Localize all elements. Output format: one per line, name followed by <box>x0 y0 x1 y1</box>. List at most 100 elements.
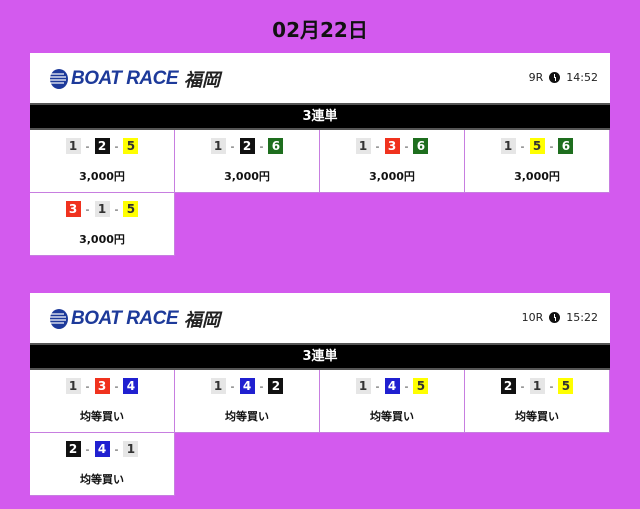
combination: 1-2-6 <box>175 138 319 154</box>
boat-number-5: 5 <box>123 138 139 154</box>
combination: 2-4-1 <box>30 441 174 457</box>
bet-cell: 1-2-6 3,000円 <box>175 130 320 193</box>
separator: - <box>85 379 90 393</box>
separator: - <box>230 139 235 153</box>
boatrace-emblem-icon <box>49 69 68 89</box>
boat-number-2: 2 <box>268 378 284 394</box>
boat-number-4: 4 <box>94 441 110 457</box>
separator: - <box>85 202 90 216</box>
bet-amount: 均等買い <box>80 410 124 423</box>
bet-amount: 3,000円 <box>79 233 125 246</box>
boat-number-4: 4 <box>384 378 400 394</box>
boat-number-2: 2 <box>65 441 81 457</box>
boat-number-1: 1 <box>500 138 516 154</box>
boat-number-1: 1 <box>355 138 371 154</box>
combination: 1-3-4 <box>30 378 174 394</box>
separator: - <box>259 139 264 153</box>
boat-number-6: 6 <box>268 138 284 154</box>
boat-number-5: 5 <box>558 378 574 394</box>
boatrace-logo: BOAT RACE 福岡 <box>48 306 220 332</box>
clock-icon <box>549 312 561 323</box>
combination: 1-3-6 <box>320 138 464 154</box>
bet-cell: 1-4-2 均等買い <box>175 370 320 433</box>
boatrace-logo: BOAT RACE 福岡 <box>48 66 220 92</box>
separator: - <box>520 139 525 153</box>
boat-number-1: 1 <box>355 378 371 394</box>
separator: - <box>375 139 380 153</box>
bet-amount: 3,000円 <box>224 170 270 183</box>
bet-amount: 均等買い <box>370 410 414 423</box>
boat-number-2: 2 <box>94 138 110 154</box>
boat-number-3: 3 <box>384 138 400 154</box>
card-header: BOAT RACE 福岡 10R 15:22 <box>30 293 610 343</box>
separator: - <box>520 379 525 393</box>
bet-cell: 1-4-5 均等買い <box>320 370 465 433</box>
boat-number-2: 2 <box>239 138 255 154</box>
combination: 1-4-2 <box>175 378 319 394</box>
boat-number-1: 1 <box>123 441 139 457</box>
bet-cell: 1-5-6 3,000円 <box>465 130 610 193</box>
clock-icon <box>549 72 561 83</box>
boat-number-5: 5 <box>529 138 545 154</box>
venue-name: 福岡 <box>184 70 221 91</box>
combination: 1-4-5 <box>320 378 464 394</box>
bet-amount: 均等買い <box>225 410 269 423</box>
boat-number-1: 1 <box>65 378 81 394</box>
bet-cell: 2-1-5 均等買い <box>465 370 610 433</box>
bet-grid: 1-2-5 3,000円 1-2-6 3,000円 1-3-6 3,000円 1-5-6 3,… <box>30 130 610 256</box>
bet-cell: 1-3-4 均等買い <box>30 370 175 433</box>
bet-type-bar: 3連単 <box>30 103 610 130</box>
boat-number-2: 2 <box>500 378 516 394</box>
bet-amount: 均等買い <box>80 473 124 486</box>
boat-number-1: 1 <box>65 138 81 154</box>
race-card: BOAT RACE 福岡 9R 14:52 3連単 1-2-5 3,000円 1-2-… <box>30 53 610 256</box>
race-number: 10R <box>521 311 544 324</box>
boat-number-5: 5 <box>413 378 429 394</box>
boat-number-3: 3 <box>65 201 81 217</box>
bet-type-bar: 3連単 <box>30 343 610 370</box>
bet-cell: 1-2-5 3,000円 <box>30 130 175 193</box>
separator: - <box>549 379 554 393</box>
combination: 1-2-5 <box>30 138 174 154</box>
boat-number-6: 6 <box>558 138 574 154</box>
combination: 2-1-5 <box>465 378 609 394</box>
separator: - <box>259 379 264 393</box>
combination: 3-1-5 <box>30 201 174 217</box>
page-date: 02月22日 <box>272 18 368 42</box>
combination: 1-5-6 <box>465 138 609 154</box>
separator: - <box>114 139 119 153</box>
race-number: 9R <box>528 71 544 84</box>
separator: - <box>404 379 409 393</box>
logo-text: BOAT RACE <box>71 308 179 329</box>
boat-number-6: 6 <box>413 138 429 154</box>
separator: - <box>375 379 380 393</box>
separator: - <box>85 139 90 153</box>
separator: - <box>404 139 409 153</box>
race-time: 14:52 <box>566 71 598 84</box>
card-header: BOAT RACE 福岡 9R 14:52 <box>30 53 610 103</box>
bet-cell: 1-3-6 3,000円 <box>320 130 465 193</box>
separator: - <box>549 139 554 153</box>
bet-cell: 3-1-5 3,000円 <box>30 193 175 256</box>
bet-cell: 2-4-1 均等買い <box>30 433 175 496</box>
venue-name: 福岡 <box>184 310 221 331</box>
boat-number-1: 1 <box>210 378 226 394</box>
bet-amount: 3,000円 <box>514 170 560 183</box>
boat-number-4: 4 <box>123 378 139 394</box>
logo-text: BOAT RACE <box>71 68 179 89</box>
boat-number-1: 1 <box>94 201 110 217</box>
bet-amount: 3,000円 <box>79 170 125 183</box>
separator: - <box>85 442 90 456</box>
bet-amount: 3,000円 <box>369 170 415 183</box>
boat-number-1: 1 <box>210 138 226 154</box>
race-card: BOAT RACE 福岡 10R 15:22 3連単 1-3-4 均等買い 1-4-2… <box>30 293 610 496</box>
separator: - <box>114 379 119 393</box>
boat-number-5: 5 <box>123 201 139 217</box>
separator: - <box>230 379 235 393</box>
separator: - <box>114 442 119 456</box>
boat-number-3: 3 <box>94 378 110 394</box>
bet-amount: 均等買い <box>515 410 559 423</box>
bet-grid: 1-3-4 均等買い 1-4-2 均等買い 1-4-5 均等買い 2-1-5 均等買い 2-4-… <box>30 370 610 496</box>
boat-number-4: 4 <box>239 378 255 394</box>
boat-number-1: 1 <box>529 378 545 394</box>
